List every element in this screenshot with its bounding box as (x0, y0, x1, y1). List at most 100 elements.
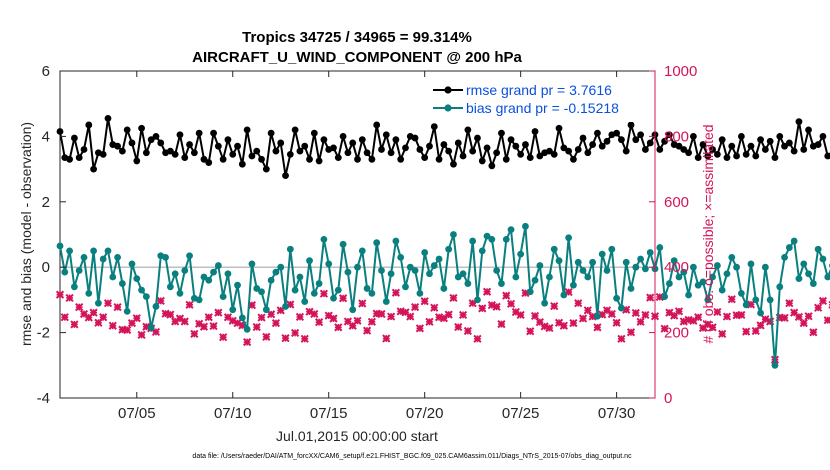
rmse-point (445, 147, 453, 155)
rmse-point (752, 152, 760, 160)
rmse-point (661, 137, 668, 145)
bias-point (176, 289, 184, 297)
obs-count-marker (516, 310, 525, 320)
obs-count-marker (804, 312, 813, 321)
obs-count-marker (291, 328, 300, 338)
obs-count-marker (641, 310, 650, 320)
obs-count-marker (809, 328, 818, 337)
bias-point (685, 291, 692, 299)
rmse-point (795, 118, 803, 126)
obs-count-marker (65, 293, 74, 303)
legend-rmse-marker (444, 86, 452, 94)
y-tick-label: -2 (37, 325, 50, 342)
bias-point (819, 255, 827, 263)
obs-count-marker (818, 296, 828, 305)
bias-point (94, 299, 102, 307)
rmse-point (637, 131, 645, 139)
bias-point (61, 268, 69, 276)
rmse-point (426, 142, 433, 150)
x-tick-label: 07/30 (598, 405, 636, 422)
bias-point (747, 260, 755, 268)
obs-count-marker (617, 334, 626, 343)
rmse-point (680, 146, 688, 153)
bias-point (200, 273, 208, 281)
bias-point (114, 253, 121, 261)
obs-count-marker (99, 313, 108, 322)
rmse-point (378, 146, 385, 153)
rmse-point (761, 146, 769, 153)
obs-count-marker (559, 321, 568, 330)
obs-count-marker (506, 299, 516, 308)
bias-point (109, 273, 117, 281)
obs-count-marker (243, 337, 252, 347)
rmse-point (358, 136, 366, 144)
obs-count-marker (329, 314, 338, 323)
rmse-point (334, 154, 342, 162)
bias-point (536, 262, 544, 269)
obs-count-marker (780, 313, 789, 322)
bias-point (330, 294, 337, 302)
obs-count-marker (123, 325, 132, 335)
bias-point (80, 253, 88, 261)
bias-point (694, 281, 702, 289)
rmse-point (85, 121, 93, 129)
rmse-point (642, 146, 649, 153)
bias-point (229, 306, 237, 314)
obs-count-marker (113, 302, 122, 312)
bias-point (574, 258, 582, 266)
bias-point (387, 270, 395, 278)
bias-point (219, 293, 227, 301)
obs-count-marker (425, 317, 434, 326)
obs-count-marker (420, 297, 429, 306)
obs-count-marker (612, 318, 621, 327)
bias-point (790, 237, 798, 245)
data-file-footer: data file: /Users/raeder/DAI/ATM_forcXX/… (192, 453, 632, 460)
bias-point (306, 257, 313, 265)
y-right-tick-label: 200 (664, 325, 689, 342)
bias-point (286, 245, 294, 253)
rmse-point (594, 129, 601, 137)
bias-point (502, 236, 510, 243)
rmse-point (114, 142, 121, 150)
rmse-point (819, 133, 827, 140)
obs-count-marker (660, 324, 669, 333)
bias-point (440, 285, 448, 292)
bias-point (757, 309, 764, 317)
bias-point (368, 289, 376, 297)
y-tick-label: 6 (42, 63, 50, 80)
bias-point (464, 280, 472, 287)
bias-point (723, 270, 731, 278)
rmse-point (166, 147, 174, 155)
legend-bias-label: bias grand pr = -0.15218 (466, 100, 619, 116)
bias-point (570, 281, 577, 289)
rmse-point (243, 126, 251, 134)
rmse-point (517, 150, 525, 158)
obs-count-marker (257, 313, 266, 322)
rmse-point (56, 128, 64, 135)
bias-point (253, 285, 261, 292)
rmse-point (550, 150, 558, 158)
rmse-point (238, 160, 246, 168)
rmse-point (574, 146, 582, 153)
obs-count-marker (607, 309, 616, 319)
bias-point (728, 253, 736, 261)
rmse-point (699, 141, 707, 148)
bias-point (488, 236, 496, 243)
rmse-point (416, 146, 424, 153)
rmse-point (181, 154, 189, 162)
bias-point (550, 245, 558, 253)
bias-point (541, 299, 549, 307)
bias-point (291, 286, 299, 294)
rmse-point (147, 136, 155, 144)
bias-point (411, 267, 419, 274)
rmse-point (584, 149, 592, 157)
bias-point (56, 242, 64, 250)
rmse-point (354, 155, 361, 163)
bias-point (618, 304, 625, 312)
bias-point (459, 270, 467, 278)
rmse-point (387, 149, 395, 157)
obs-count-marker (737, 310, 746, 320)
x-axis-label: Jul.01,2015 00:00:00 start (276, 428, 438, 444)
bias-point (512, 273, 520, 281)
bias-point (138, 286, 145, 294)
